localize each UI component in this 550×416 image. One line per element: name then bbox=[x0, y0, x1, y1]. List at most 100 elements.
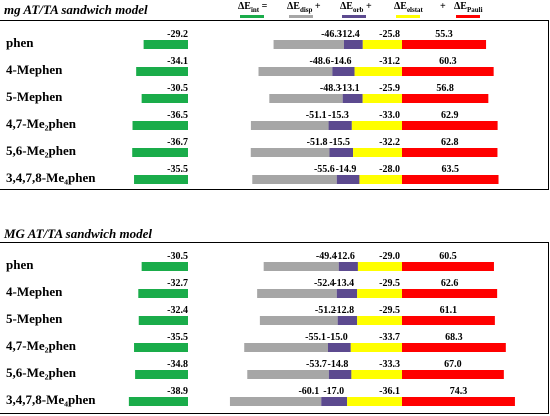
value-label-int: -36.5 bbox=[167, 110, 188, 121]
bar-orb bbox=[332, 67, 355, 76]
bar-elstat bbox=[357, 316, 402, 325]
bar-pauli bbox=[402, 67, 494, 76]
bar-disp bbox=[229, 397, 322, 406]
value-label-elstat: -25.8 bbox=[379, 29, 400, 40]
value-label-orb: -13.4 bbox=[333, 278, 354, 289]
legend-item-int: ΔEint = bbox=[238, 1, 268, 18]
panel-frame-mg bbox=[0, 20, 549, 190]
value-label-disp: -49.4 bbox=[316, 251, 337, 262]
bar-orb bbox=[328, 121, 352, 130]
value-label-int: -29.2 bbox=[167, 29, 188, 40]
value-label-disp: -48.3 bbox=[320, 83, 341, 94]
legend-sub-disp: disp bbox=[299, 6, 313, 14]
value-label-pauli: 60.3 bbox=[439, 56, 457, 67]
value-label-int: -30.5 bbox=[167, 251, 188, 262]
category-label: 4,7-Me₂phen bbox=[6, 338, 77, 353]
bar-elstat bbox=[347, 397, 402, 406]
value-label-elstat: -29.0 bbox=[379, 251, 400, 262]
value-label-elstat: -29.5 bbox=[379, 278, 400, 289]
category-label: 4-Mephen bbox=[6, 284, 63, 299]
bar-disp bbox=[258, 67, 333, 76]
value-label-int: -30.5 bbox=[167, 83, 188, 94]
value-label-pauli: 55.3 bbox=[435, 29, 453, 40]
bar-int bbox=[135, 370, 188, 379]
category-label: 5,6-Me₂phen bbox=[6, 143, 77, 158]
legend-suffix-orb: + bbox=[363, 1, 372, 12]
bar-int bbox=[141, 262, 188, 271]
value-label-orb: -15.0 bbox=[327, 332, 348, 343]
legend-item-disp: ΔEdisp + bbox=[287, 1, 321, 18]
bar-orb bbox=[342, 94, 363, 103]
category-label: 4-Mephen bbox=[6, 62, 63, 77]
bar-orb bbox=[336, 289, 358, 298]
value-label-pauli: 60.5 bbox=[439, 251, 457, 262]
value-label-elstat: -31.2 bbox=[379, 56, 400, 67]
bar-elstat bbox=[359, 175, 402, 184]
category-label: 3,4,7,8-Me₄phen bbox=[6, 170, 96, 185]
value-label-pauli: 62.9 bbox=[441, 110, 459, 121]
legend-swatch-elstat bbox=[396, 15, 420, 18]
bar-disp bbox=[269, 94, 343, 103]
panel-mg-bars: phen -29.2 -46.3-12.4 -25.8 55.3 4-Mephen -34.… bbox=[6, 29, 499, 185]
bar-elstat bbox=[350, 343, 402, 352]
bar-int bbox=[134, 175, 188, 184]
value-label-elstat: -25.9 bbox=[379, 83, 400, 94]
bar-pauli bbox=[402, 289, 498, 298]
panel-frame-MG bbox=[0, 242, 549, 414]
value-label-orb: -14.9 bbox=[336, 164, 357, 175]
value-label-pauli: 63.5 bbox=[442, 164, 460, 175]
bar-disp bbox=[263, 262, 339, 271]
category-label: phen bbox=[6, 35, 34, 50]
value-label-disp: -55.6 bbox=[314, 164, 335, 175]
legend-item-elstat: ΔEelstat bbox=[394, 1, 423, 18]
bar-orb bbox=[327, 343, 351, 352]
legend-sub-elstat: elstat bbox=[406, 6, 423, 14]
legend-suffix-int: = bbox=[259, 1, 268, 12]
value-label-int: -32.4 bbox=[167, 305, 188, 316]
legend-suffix-disp: + bbox=[312, 1, 321, 12]
value-label-orb: -17.0 bbox=[323, 386, 344, 397]
bar-orb bbox=[321, 397, 348, 406]
bar-int bbox=[136, 67, 188, 76]
legend-item-orb: ΔEorb + bbox=[340, 1, 372, 18]
category-label: 4,7-Me₂phen bbox=[6, 116, 77, 131]
value-label-int: -36.7 bbox=[167, 137, 188, 148]
bar-pauli bbox=[402, 40, 487, 49]
legend-swatch-pauli bbox=[456, 15, 480, 18]
bar-orb bbox=[337, 316, 358, 325]
legend-sub-orb: orb bbox=[352, 6, 364, 14]
bar-elstat bbox=[353, 148, 402, 157]
bar-int bbox=[134, 343, 188, 352]
bar-int bbox=[138, 289, 188, 298]
legend-label-disp: ΔE bbox=[287, 1, 300, 12]
bar-disp bbox=[250, 121, 329, 130]
value-label-orb: -12.6 bbox=[334, 251, 355, 262]
bar-disp bbox=[247, 370, 329, 379]
bar-disp bbox=[257, 289, 337, 298]
bar-elstat bbox=[354, 67, 402, 76]
value-label-disp: -48.6 bbox=[310, 56, 331, 67]
legend-sub-pauli: Pauli bbox=[466, 6, 483, 14]
value-label-pauli: 68.3 bbox=[445, 332, 463, 343]
bar-pauli bbox=[402, 397, 515, 406]
legend-label-pauli: ΔE bbox=[454, 1, 467, 12]
legend-swatch-disp bbox=[289, 15, 313, 18]
bar-orb bbox=[343, 40, 363, 49]
bar-disp bbox=[259, 316, 338, 325]
bar-orb bbox=[338, 262, 358, 271]
bar-pauli bbox=[402, 175, 499, 184]
value-label-pauli: 74.3 bbox=[450, 386, 468, 397]
value-label-elstat: -28.0 bbox=[379, 164, 400, 175]
value-label-disp: -55.1 bbox=[305, 332, 326, 343]
bar-elstat bbox=[362, 94, 402, 103]
bar-int bbox=[128, 397, 188, 406]
legend-label-elstat: ΔE bbox=[394, 1, 407, 12]
bar-pauli bbox=[402, 148, 498, 157]
bar-elstat bbox=[357, 289, 402, 298]
bar-elstat bbox=[351, 370, 402, 379]
value-label-pauli: 56.8 bbox=[436, 83, 454, 94]
legend-plus: + bbox=[440, 1, 446, 12]
value-label-disp: -46.3 bbox=[321, 29, 342, 40]
bar-int bbox=[132, 121, 188, 130]
legend-swatch-orb bbox=[342, 15, 366, 18]
